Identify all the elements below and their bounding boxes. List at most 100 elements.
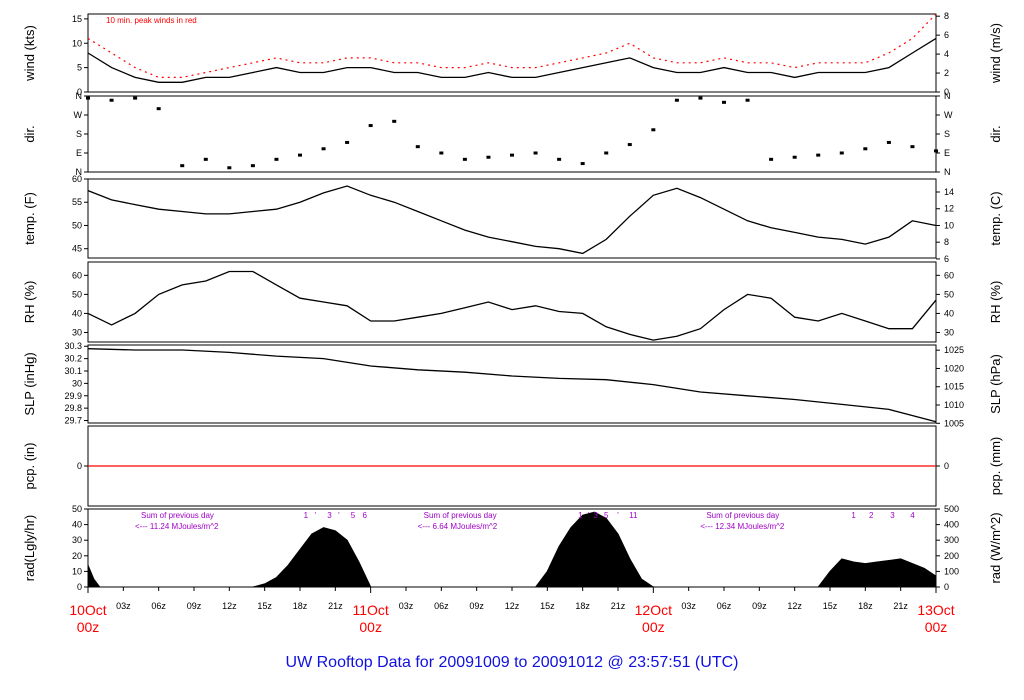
x-day-label: 11Oct xyxy=(353,602,389,618)
x-hour-label: 12z xyxy=(787,601,802,611)
rh-right-tick-label: 60 xyxy=(944,270,954,280)
pcp-ylabel-left: pcp. (in) xyxy=(22,443,37,490)
rh-left-tick-label: 50 xyxy=(72,289,82,299)
x-hour-label: 03z xyxy=(681,601,696,611)
wind-ylabel-right: wind (m/s) xyxy=(988,23,1003,84)
dir-point xyxy=(510,153,514,157)
pcp-left-tick-label: 0 xyxy=(77,461,82,471)
slp-right-tick-label: 1010 xyxy=(944,400,964,410)
dir-point xyxy=(109,98,114,102)
x-hour-label: 06z xyxy=(434,601,449,611)
rad-mark: ' xyxy=(338,511,340,520)
dir-point xyxy=(321,147,326,151)
wind-ylabel-left: wind (kts) xyxy=(22,25,37,82)
rh-right-tick-label: 50 xyxy=(944,289,954,299)
dir-left-tick-label: E xyxy=(76,148,82,158)
wind-right-tick-label: 6 xyxy=(944,30,949,40)
rh-left-tick-label: 30 xyxy=(72,327,82,337)
x-hour-label: 09z xyxy=(187,601,202,611)
dir-point xyxy=(886,140,891,144)
x-day-time-label: 00z xyxy=(359,619,382,635)
dir-point xyxy=(250,164,255,168)
dir-point xyxy=(227,166,232,170)
pcp-right-tick-label: 0 xyxy=(944,461,949,471)
slp-right-tick-label: 1005 xyxy=(944,418,964,428)
dir-left-tick-label: S xyxy=(76,129,82,139)
rad-right-tick-label: 0 xyxy=(944,582,949,592)
slp-panel: 29.7 29.8 29.9 30 30.1 30.2 30.3 1005 1010 1015 10… xyxy=(22,341,1003,428)
slp-right-tick-label: 1015 xyxy=(944,382,964,392)
x-hour-label: 18z xyxy=(293,601,308,611)
dir-point xyxy=(274,157,279,161)
x-hour-label: 18z xyxy=(575,601,590,611)
rad-left-tick-label: 40 xyxy=(72,520,82,530)
dir-point xyxy=(792,155,797,159)
slp-ylabel-left: SLP (inHg) xyxy=(22,352,37,415)
slp-right-tick-label: 1020 xyxy=(944,363,964,373)
rad-mark: ' xyxy=(315,511,317,520)
temp-right-tick-label: 6 xyxy=(944,254,949,264)
rad-mark: 3 xyxy=(593,511,598,520)
dir-point xyxy=(651,128,656,132)
dir-frame xyxy=(87,95,937,173)
x-hour-label: 21z xyxy=(328,601,343,611)
rad-sum-line2: <--- 11.24 MJoules/m^2 xyxy=(135,522,219,531)
dir-left-tick-label: W xyxy=(74,110,83,120)
x-hour-label: 15z xyxy=(540,601,555,611)
temp-left-tick-label: 55 xyxy=(72,197,82,207)
rad-mark: 5 xyxy=(604,511,609,520)
x-axis: 03z 06z 09z 12z 15z 18z 21z 03z 06z 09z 12z 15z 18z 2… xyxy=(69,587,955,635)
dir-point xyxy=(533,151,538,155)
slp-left-tick-label: 30.3 xyxy=(64,341,82,351)
dir-point xyxy=(345,140,350,144)
dir-right-tick-label: N xyxy=(944,167,951,177)
temp-right-tick-label: 10 xyxy=(944,220,954,230)
x-hour-label: 15z xyxy=(823,601,838,611)
dir-point xyxy=(486,155,491,159)
wind-left-tick-label: 0 xyxy=(77,87,82,97)
x-hour-label: 03z xyxy=(116,601,131,611)
x-hour-label: 18z xyxy=(858,601,873,611)
dir-point xyxy=(839,151,844,155)
dir-point xyxy=(580,162,585,166)
slp-left-tick-label: 29.7 xyxy=(64,416,82,426)
slp-left-tick-label: 30.1 xyxy=(64,366,82,376)
dir-left-tick-label: N xyxy=(76,91,83,101)
temp-right-tick-label: 12 xyxy=(944,204,954,214)
rh-panel: 30 40 50 60 30 40 50 60 RH (%) RH (%) xyxy=(22,261,1003,343)
rad-left-tick-label: 20 xyxy=(72,551,82,561)
slp-right-tick-label: 1025 xyxy=(944,345,964,355)
dir-point xyxy=(557,157,562,161)
temp-right-tick-label: 14 xyxy=(944,187,954,197)
x-hour-label: 06z xyxy=(717,601,732,611)
rad-mark: 1 xyxy=(578,511,583,520)
rad-mark: 4 xyxy=(910,511,915,520)
rad-sum-line1: Sum of previous day xyxy=(141,511,214,520)
wind-series-line xyxy=(87,37,937,83)
x-hour-label: 06z xyxy=(151,601,166,611)
rad-left-tick-label: 50 xyxy=(72,504,82,514)
rad-right-tick-label: 500 xyxy=(944,504,959,514)
dir-point xyxy=(462,157,467,161)
slp-left-tick-label: 30.2 xyxy=(64,354,82,364)
dir-point xyxy=(934,149,938,153)
dir-point xyxy=(86,96,90,100)
x-hour-label: 12z xyxy=(505,601,520,611)
slp-left-tick-label: 30 xyxy=(72,378,82,388)
rad-mark: ' xyxy=(617,511,619,520)
dir-point xyxy=(180,164,185,168)
dir-point xyxy=(298,153,302,157)
wind-series-line xyxy=(87,13,937,79)
x-hour-label: 03z xyxy=(399,601,414,611)
rad-mark: 1 xyxy=(304,511,309,520)
rad-right-tick-label: 300 xyxy=(944,535,959,545)
rad-mark: 1 xyxy=(851,511,856,520)
dir-point xyxy=(910,145,915,149)
rad-right-tick-label: 100 xyxy=(944,566,959,576)
wind-frame xyxy=(87,13,937,93)
temp-right-tick-label: 8 xyxy=(944,237,949,247)
dir-point xyxy=(698,96,703,100)
dir-ylabel-right: dir. xyxy=(988,125,1003,142)
